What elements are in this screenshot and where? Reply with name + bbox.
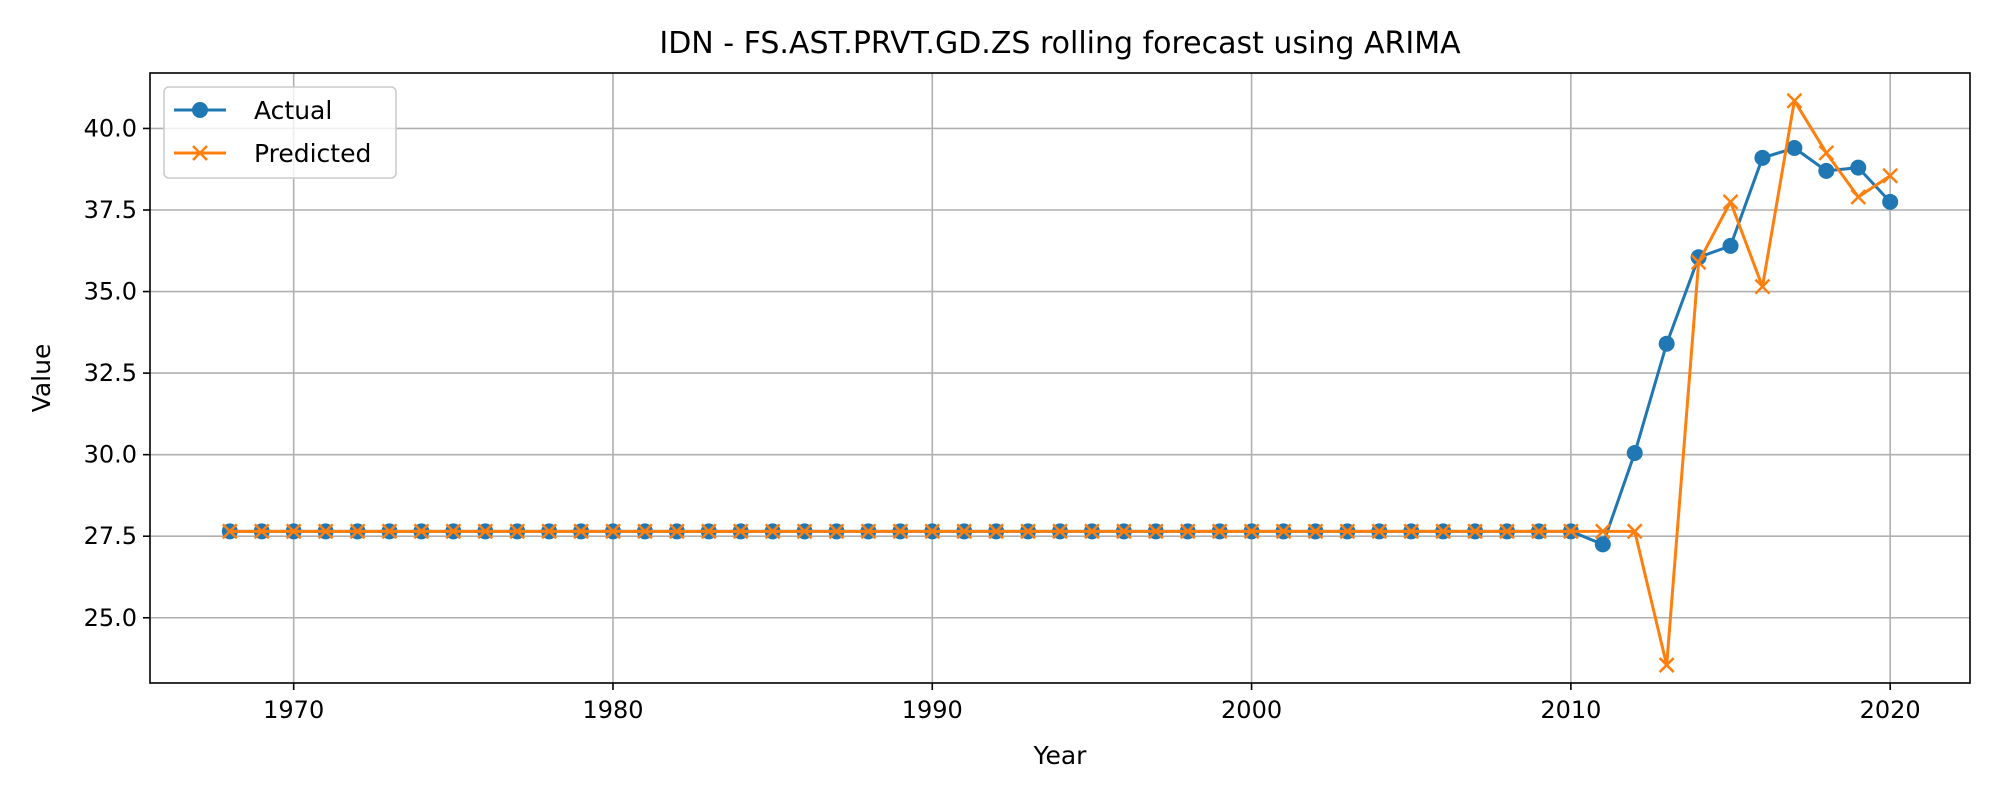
legend-predicted-marker — [192, 145, 208, 161]
data-point-predicted — [1786, 92, 1803, 109]
x-tick-label: 2010 — [1540, 696, 1601, 724]
data-point-actual — [1850, 159, 1867, 176]
data-point-predicted — [1594, 523, 1611, 540]
data-point-predicted — [221, 523, 238, 540]
data-point-predicted — [892, 523, 909, 540]
data-point-actual — [1722, 237, 1739, 254]
data-point-predicted — [1211, 523, 1228, 540]
y-tick-label: 32.5 — [84, 359, 137, 387]
x-tick-label: 1980 — [582, 696, 643, 724]
data-point-predicted — [700, 523, 717, 540]
data-point-actual — [1882, 193, 1899, 210]
data-point-actual — [1626, 445, 1643, 462]
data-point-predicted — [924, 523, 941, 540]
y-tick-label: 25.0 — [84, 604, 137, 632]
data-point-predicted — [828, 523, 845, 540]
data-point-predicted — [1371, 523, 1388, 540]
legend-actual-marker — [192, 102, 208, 118]
y-tick-label: 27.5 — [84, 522, 137, 550]
data-point-actual — [1786, 140, 1803, 157]
data-point-predicted — [637, 523, 653, 540]
data-point-predicted — [413, 523, 430, 540]
data-point-predicted — [381, 523, 398, 540]
data-point-predicted — [1435, 523, 1452, 540]
data-point-predicted — [1179, 523, 1196, 540]
data-point-predicted — [1084, 523, 1100, 540]
data-point-actual — [1818, 162, 1835, 179]
x-tick-label: 2000 — [1221, 696, 1282, 724]
data-point-predicted — [541, 523, 558, 540]
data-point-predicted — [1275, 523, 1292, 540]
data-point-predicted — [1626, 523, 1643, 540]
data-point-predicted — [1818, 145, 1835, 161]
x-tick-label: 1970 — [263, 696, 324, 724]
data-point-predicted — [988, 523, 1005, 540]
data-point-predicted — [668, 523, 685, 540]
data-point-predicted — [1690, 254, 1707, 271]
data-point-predicted — [796, 523, 813, 540]
chart-title: IDN - FS.AST.PRVT.GD.ZS rolling forecast… — [659, 26, 1461, 61]
x-tick-label: 2020 — [1860, 696, 1921, 724]
data-point-predicted — [764, 523, 781, 540]
data-point-predicted — [860, 523, 877, 540]
y-axis-label: Value — [27, 344, 56, 413]
data-point-predicted — [956, 523, 973, 540]
data-point-predicted — [1722, 193, 1739, 210]
data-point-predicted — [1531, 523, 1547, 540]
data-point-actual — [1594, 536, 1611, 553]
data-point-predicted — [1307, 523, 1324, 540]
data-point-predicted — [253, 523, 270, 540]
data-point-predicted — [1115, 523, 1132, 540]
data-point-predicted — [1243, 523, 1260, 540]
data-point-actual — [1754, 149, 1771, 166]
data-point-predicted — [1339, 523, 1356, 540]
series-layer — [221, 92, 1899, 673]
data-point-predicted — [605, 523, 621, 540]
data-point-predicted — [509, 523, 526, 540]
data-point-predicted — [1467, 523, 1483, 540]
y-tick-label: 35.0 — [84, 278, 137, 306]
series-predicted — [221, 92, 1899, 673]
data-point-predicted — [1850, 189, 1867, 205]
y-tick-label: 37.5 — [84, 196, 137, 224]
data-point-predicted — [1562, 523, 1579, 540]
data-point-actual — [1658, 335, 1675, 352]
y-tick-label: 30.0 — [84, 441, 137, 469]
data-point-predicted — [1403, 523, 1420, 540]
data-point-predicted — [349, 523, 366, 540]
data-point-predicted — [317, 523, 334, 540]
data-point-predicted — [573, 523, 589, 540]
data-point-predicted — [1147, 523, 1164, 540]
x-axis: 1970 1980 1990 2000 2010 2020 — [263, 683, 1921, 724]
plot-frame — [149, 72, 1971, 684]
data-point-predicted — [1754, 278, 1771, 295]
data-point-predicted — [285, 523, 302, 540]
data-point-predicted — [732, 523, 749, 540]
legend-predicted-label: Predicted — [254, 139, 371, 168]
data-point-predicted — [1499, 523, 1515, 540]
data-point-predicted — [1882, 167, 1899, 184]
data-point-predicted — [477, 523, 494, 540]
data-point-predicted — [1052, 523, 1068, 540]
data-point-predicted — [1658, 657, 1675, 673]
legend: Actual Predicted — [163, 86, 397, 179]
data-point-predicted — [1020, 523, 1036, 540]
legend-actual-label: Actual — [254, 96, 332, 125]
y-axis: 25.0 27.5 30.0 32.5 35.0 37.5 40.0 — [84, 114, 150, 632]
y-tick-label: 40.0 — [84, 114, 137, 142]
x-tick-label: 1990 — [902, 696, 963, 724]
data-point-predicted — [445, 523, 462, 540]
x-axis-label: Year — [1033, 741, 1088, 770]
